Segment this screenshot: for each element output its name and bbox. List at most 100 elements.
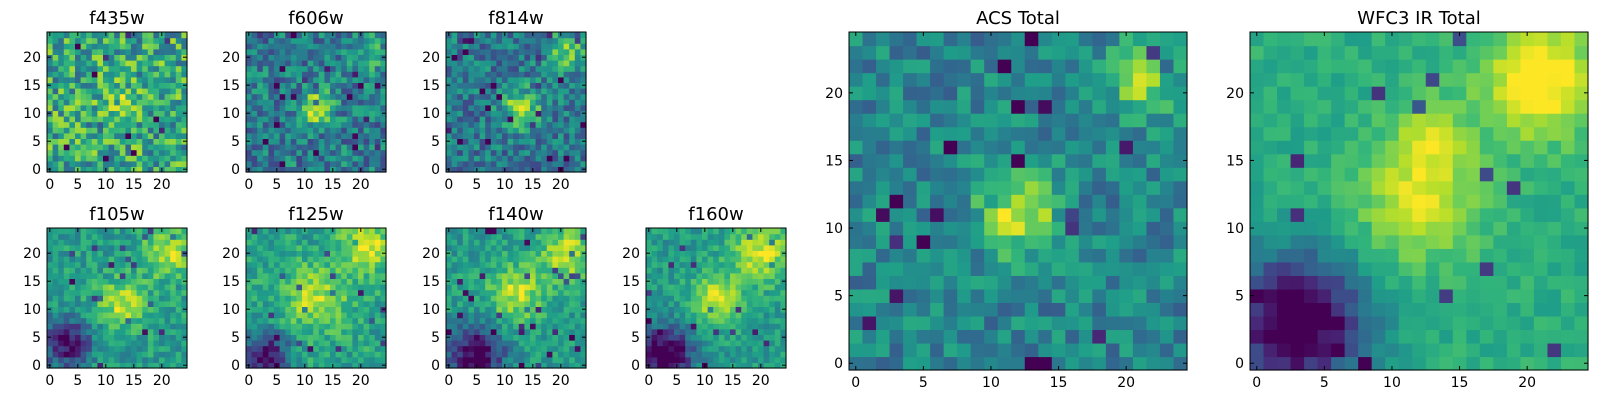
heatmap-cell (524, 323, 531, 330)
heatmap-cell (518, 127, 525, 134)
heatmap-cell (535, 149, 542, 156)
heatmap-cell (136, 82, 143, 89)
heatmap-cell (984, 288, 999, 303)
heatmap-cell (313, 295, 320, 302)
heatmap-cell (490, 37, 497, 44)
heatmap-cell (696, 317, 703, 324)
heatmap-cell (451, 32, 458, 39)
heatmap-cell (468, 43, 475, 50)
heatmap-cell (268, 261, 275, 268)
heatmap-cell (369, 60, 376, 67)
heatmap-cell (131, 54, 138, 61)
heatmap-cell (496, 233, 503, 240)
heatmap-cell (114, 166, 121, 173)
heatmap-cell (1105, 356, 1120, 371)
heatmap-cell (97, 284, 104, 291)
heatmap-cell (262, 127, 269, 134)
heatmap-cell (563, 54, 570, 61)
heatmap-cell (131, 295, 138, 302)
heatmap-cell (502, 60, 509, 67)
heatmap-cell (724, 267, 731, 274)
heatmap-cell (274, 250, 281, 257)
heatmap-cell (153, 166, 160, 173)
heatmap-cell (318, 306, 325, 313)
heatmap-cell (290, 127, 297, 134)
heatmap-cell (164, 54, 171, 61)
heatmap-cell (363, 99, 370, 106)
heatmap-cell (374, 328, 381, 335)
heatmap-cell (502, 88, 509, 95)
heatmap-cell (159, 261, 166, 268)
heatmap-cell (131, 334, 138, 341)
heatmap-cell (674, 306, 681, 313)
heatmap-cell (352, 306, 359, 313)
heatmap-cell (108, 228, 115, 235)
heatmap-cell (690, 323, 697, 330)
heatmap-cell (279, 104, 286, 111)
heatmap-cell (86, 233, 93, 240)
heatmap-cell (580, 48, 587, 55)
heatmap-cell (518, 362, 525, 369)
heatmap-cell (769, 261, 776, 268)
heatmap-cell (290, 250, 297, 257)
heatmap-cell (358, 82, 365, 89)
heatmap-cell (262, 267, 269, 274)
heatmap-cell (774, 267, 781, 274)
heatmap-cell (352, 149, 359, 156)
heatmap-cell (535, 99, 542, 106)
heatmap-cell (262, 261, 269, 268)
heatmap-cell (530, 244, 537, 251)
y-tick-label: 15 (23, 274, 41, 290)
heatmap-cell (730, 261, 737, 268)
heatmap-cell (307, 233, 314, 240)
heatmap-cell (63, 284, 70, 291)
heatmap-cell (103, 48, 110, 55)
heatmap-cell (780, 239, 787, 246)
heatmap-cell (103, 278, 110, 285)
heatmap-cell (496, 65, 503, 72)
heatmap-cell (774, 256, 781, 263)
heatmap-cell (485, 43, 492, 50)
heatmap-cell (668, 340, 675, 347)
heatmap-cell (119, 272, 126, 279)
heatmap-cell (324, 267, 331, 274)
heatmap-cell (563, 323, 570, 330)
heatmap-cell (546, 93, 553, 100)
heatmap-cell (131, 99, 138, 106)
heatmap-cell (569, 334, 576, 341)
heatmap-cell (147, 166, 154, 173)
heatmap-cell (758, 278, 765, 285)
heatmap-cell (352, 328, 359, 335)
heatmap-cell (513, 284, 520, 291)
heatmap-cell (574, 160, 581, 167)
heatmap-cell (769, 239, 776, 246)
heatmap-cell (86, 289, 93, 296)
heatmap-cell (446, 284, 453, 291)
heatmap-cell (341, 228, 348, 235)
heatmap-cell (916, 315, 931, 331)
heatmap-cell (290, 54, 297, 61)
heatmap-cell (1065, 356, 1080, 371)
heatmap-cell (136, 228, 143, 235)
heatmap-cell (668, 278, 675, 285)
heatmap-cell (1051, 194, 1066, 209)
heatmap-cell (569, 48, 576, 55)
heatmap-cell (1105, 261, 1120, 276)
heatmap-cell (91, 99, 98, 106)
heatmap-cell (546, 250, 553, 257)
heatmap-cell (119, 116, 126, 123)
heatmap-cell (502, 267, 509, 274)
heatmap-cell (290, 334, 297, 341)
heatmap-cell (103, 127, 110, 134)
heatmap-cell (153, 132, 160, 139)
heatmap-cell (47, 300, 54, 307)
heatmap-cell (153, 345, 160, 352)
heatmap-cell (251, 155, 258, 162)
heatmap-cell (131, 144, 138, 151)
heatmap-cell (530, 76, 537, 83)
heatmap-cell (490, 351, 497, 358)
heatmap-cell (52, 250, 59, 257)
heatmap-cell (262, 149, 269, 156)
heatmap-cell (296, 110, 303, 117)
heatmap-cell (142, 328, 149, 335)
